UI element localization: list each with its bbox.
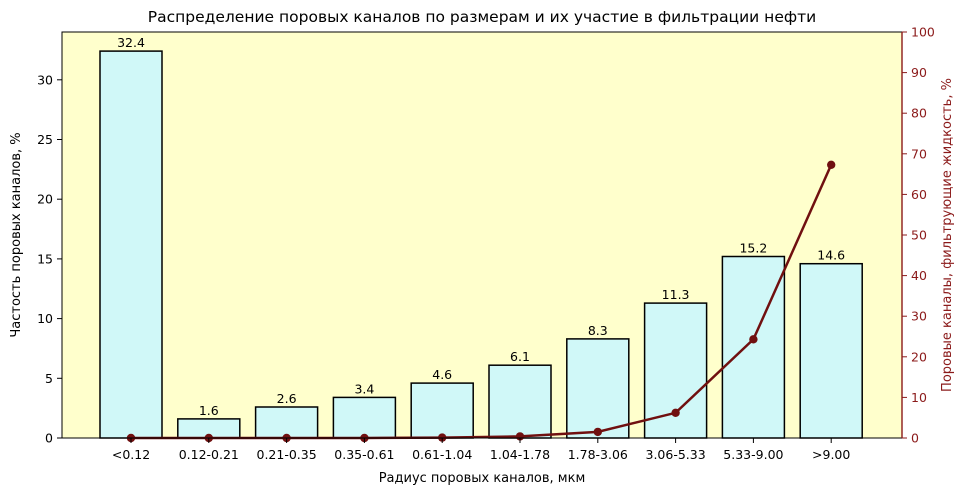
x-tick-label: >9.00	[812, 447, 850, 462]
y-left-tick-label: 5	[45, 371, 53, 386]
x-tick-label: 1.78-3.06	[568, 447, 628, 462]
y-right-tick-label: 0	[911, 431, 919, 446]
line-point	[827, 160, 836, 169]
bar-value-label: 11.3	[662, 287, 690, 302]
chart-title: Распределение поровых каналов по размера…	[148, 8, 816, 26]
line-point	[749, 335, 758, 344]
x-tick-label: 0.61-1.04	[412, 447, 472, 462]
bar	[799, 262, 863, 439]
y-right-tick-label: 60	[911, 187, 927, 202]
y-right-tick-label: 50	[911, 228, 927, 243]
y-left-tick-label: 15	[37, 251, 53, 266]
y-left-tick-label: 25	[37, 132, 53, 147]
bar	[488, 364, 552, 439]
y-right-tick-label: 80	[911, 106, 927, 121]
y-right-axis-label: Поровые каналы, фильтрующие жидкость, %	[940, 78, 955, 392]
bar-value-label: 14.6	[817, 248, 845, 263]
bar-value-label: 2.6	[277, 391, 297, 406]
y-left-axis-label: Частость поровых каналов, %	[9, 132, 24, 337]
bar-labels: 32.4 1.6 2.6 3.4 4.6 6.1 8.3 11.3 15.2 14.6	[117, 35, 845, 418]
bar-value-label: 32.4	[117, 35, 145, 50]
x-tick-label: <0.12	[112, 447, 150, 462]
y-right-axis: 0 10 20 30 40 50 60 70 80 90 100	[902, 25, 935, 446]
y-right-tick-label: 90	[911, 65, 927, 80]
y-right-tick-label: 100	[911, 25, 935, 40]
bar	[721, 255, 786, 439]
x-tick-label: 0.21-0.35	[257, 447, 317, 462]
bar-value-label: 6.1	[510, 349, 530, 364]
y-left-axis: 0 5 10 15 20 25 30	[37, 72, 62, 446]
y-left-tick-label: 20	[37, 192, 53, 207]
bar-value-label: 15.2	[739, 241, 767, 256]
y-right-tick-label: 10	[911, 390, 927, 405]
bar	[566, 338, 630, 439]
bar-value-label: 3.4	[354, 381, 374, 396]
x-tick-label: 3.06-5.33	[646, 447, 706, 462]
bar-value-label: 4.6	[432, 367, 452, 382]
y-left-tick-label: 10	[37, 311, 53, 326]
bar	[254, 406, 319, 439]
y-right-tick-label: 20	[911, 349, 927, 364]
x-tick-label: 5.33-9.00	[723, 447, 783, 462]
y-left-tick-label: 30	[37, 72, 53, 87]
bar	[332, 396, 397, 439]
bar-value-label: 8.3	[588, 323, 608, 338]
bar-value-label: 1.6	[199, 403, 219, 418]
bars	[99, 50, 863, 439]
x-tick-label: 0.35-0.61	[334, 447, 394, 462]
y-right-tick-label: 30	[911, 309, 927, 324]
line-point	[671, 408, 680, 417]
y-right-tick-label: 70	[911, 146, 927, 161]
bar	[99, 50, 163, 439]
y-left-tick-label: 0	[45, 431, 53, 446]
x-axis-label: Радиус поровых каналов, мкм	[379, 471, 586, 486]
x-axis: <0.12 0.12-0.21 0.21-0.35 0.35-0.61 0.61-1.0…	[112, 438, 850, 462]
x-tick-label: 0.12-0.21	[179, 447, 239, 462]
line-point	[593, 427, 602, 437]
y-right-tick-label: 40	[911, 268, 927, 283]
x-tick-label: 1.04-1.78	[490, 447, 550, 462]
bar	[410, 382, 474, 439]
